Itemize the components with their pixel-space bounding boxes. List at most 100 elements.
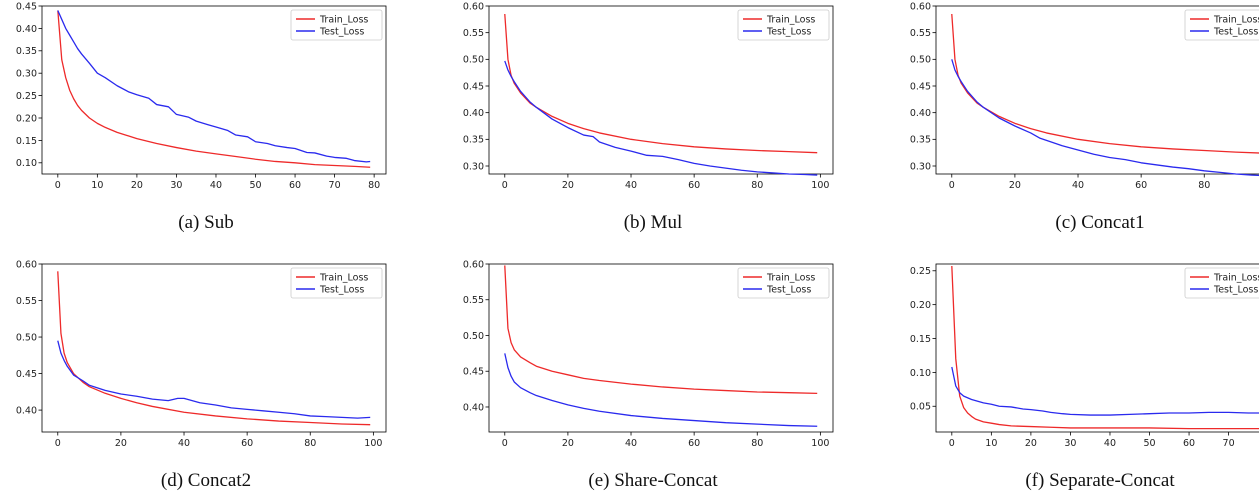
series-line-train-loss-e (504, 265, 818, 395)
chart-c: 0204060801000.300.350.400.450.500.550.60… (910, 1, 1259, 191)
y-tick-label-a: 0.45 (16, 1, 37, 12)
x-tick-label-b: 100 (811, 180, 829, 191)
y-tick-label-b: 0.60 (463, 1, 484, 12)
legend-label-test-loss-d: Test_Loss (319, 284, 364, 295)
legend-d (290, 267, 383, 299)
x-tick-label-e: 40 (625, 438, 637, 449)
subplot-b: 0 20 40 60 80 100 0.30 0.35 0.40 0.45 0.50 0.55 0.60… (453, 0, 853, 240)
subplot-d: 0 20 40 60 80 100 0.40 0.45 0.50 0.55 0.60 Train_Lo… (6, 258, 406, 498)
x-tick-label-a: 60 (289, 180, 301, 191)
x-tick-label-e: 20 (562, 438, 574, 449)
x-tick-label-c: 40 (1072, 180, 1084, 191)
subplot-c: 0204060801000.300.350.400.450.500.550.60… (900, 0, 1259, 240)
x-tick-label-f: 20 (1025, 438, 1037, 449)
subplot-f: 010203040506070800.050.100.150.200.25Tra… (900, 258, 1259, 498)
y-tick-label-b: 0.50 (463, 55, 484, 66)
x-tick-label-b: 60 (688, 180, 700, 191)
legend-label-test-loss-c: Test_Loss (1213, 26, 1258, 37)
series-line-train-loss-a (57, 10, 371, 168)
x-tick-label-d: 80 (304, 438, 316, 449)
y-tick-label-c: 0.60 (910, 1, 931, 12)
legend-label-test-loss-b: Test_Loss (766, 26, 811, 37)
caption-c: (c) Concat1 (1055, 212, 1145, 233)
legend-label-train-loss-a: Train_Loss (319, 14, 368, 25)
x-tick-label-f: 70 (1223, 438, 1235, 449)
y-tick-label-a: 0.40 (16, 24, 37, 35)
y-tick-label-e: 0.55 (463, 295, 484, 306)
y-tick-label-b: 0.35 (463, 135, 484, 146)
legend-label-test-loss-f: Test_Loss (1213, 284, 1258, 295)
series-line-test-loss-c (951, 59, 1259, 177)
legend-label-train-loss-e: Train_Loss (766, 272, 815, 283)
x-tick-label-c: 60 (1135, 180, 1147, 191)
legend-label-train-loss-f: Train_Loss (1213, 272, 1259, 283)
y-tick-label-c: 0.50 (910, 55, 931, 66)
x-tick-label-a: 30 (170, 180, 182, 191)
x-tick-label-f: 30 (1064, 438, 1076, 449)
legend-label-test-loss-a: Test_Loss (319, 26, 364, 37)
y-tick-label-f: 0.20 (910, 300, 931, 311)
x-tick-label-a: 50 (249, 180, 261, 191)
y-tick-label-c: 0.45 (910, 81, 931, 92)
x-tick-label-d: 20 (115, 438, 127, 449)
x-tick-label-c: 80 (1198, 180, 1210, 191)
y-tick-label-b: 0.55 (463, 28, 484, 39)
legend-label-train-loss-d: Train_Loss (319, 272, 368, 283)
y-tick-label-c: 0.40 (910, 108, 931, 119)
x-tick-label-e: 0 (502, 438, 508, 449)
series-line-train-loss-f (951, 266, 1259, 430)
series-line-test-loss-f (951, 366, 1259, 416)
y-tick-label-a: 0.20 (16, 113, 37, 124)
legend-a (290, 9, 383, 41)
x-tick-label-e: 60 (688, 438, 700, 449)
x-tick-label-a: 40 (210, 180, 222, 191)
x-tick-label-f: 50 (1143, 438, 1155, 449)
x-tick-label-c: 0 (949, 180, 955, 191)
chart-d: 0 20 40 60 80 100 0.40 0.45 0.50 0.55 0.60 Train_Lo… (16, 259, 387, 449)
y-tick-label-d: 0.40 (16, 405, 37, 416)
y-tick-label-f: 0.25 (910, 266, 931, 277)
series-line-train-loss-d (57, 271, 371, 426)
plot-frame-c (935, 5, 1259, 175)
legend-f (1184, 267, 1259, 299)
y-tick-label-c: 0.35 (910, 135, 931, 146)
legend-e (737, 267, 830, 299)
chart-b: 0 20 40 60 80 100 0.30 0.35 0.40 0.45 0.50 0.55 0.60… (463, 1, 834, 191)
subplot-a: 0 10 20 30 40 50 60 70 80 0.10 0.15 0.20 0.25 0.30 0.3… (6, 0, 406, 240)
caption-b: (b) Mul (623, 212, 683, 233)
series-line-test-loss-a (57, 10, 371, 163)
x-tick-label-d: 100 (364, 438, 382, 449)
chart-a: 0 10 20 30 40 50 60 70 80 0.10 0.15 0.20 0.25 0.30 0.3… (16, 1, 387, 191)
plot-frame-e (488, 263, 834, 433)
x-tick-label-d: 0 (55, 438, 61, 449)
x-tick-label-a: 0 (55, 180, 61, 191)
y-tick-label-f: 0.05 (910, 402, 931, 413)
y-tick-label-e: 0.45 (463, 367, 484, 378)
caption-e: (e) Share-Concat (588, 470, 718, 491)
legend-c (1184, 9, 1259, 41)
x-tick-label-a: 10 (91, 180, 103, 191)
legend-label-train-loss-c: Train_Loss (1213, 14, 1259, 25)
y-tick-label-c: 0.55 (910, 28, 931, 39)
plot-frame-b (488, 5, 834, 175)
y-tick-label-a: 0.15 (16, 136, 37, 147)
y-tick-label-b: 0.45 (463, 81, 484, 92)
y-tick-label-a: 0.10 (16, 158, 37, 169)
x-tick-label-f: 40 (1104, 438, 1116, 449)
caption-f: (f) Separate-Concat (1025, 470, 1175, 491)
x-tick-label-e: 80 (751, 438, 763, 449)
series-line-test-loss-e (504, 353, 818, 427)
x-tick-label-d: 60 (241, 438, 253, 449)
y-tick-label-a: 0.35 (16, 46, 37, 57)
y-tick-label-f: 0.10 (910, 368, 931, 379)
x-tick-label-b: 0 (502, 180, 508, 191)
x-tick-label-a: 70 (329, 180, 341, 191)
plot-frame-d (41, 263, 387, 433)
caption-a: (a) Sub (178, 212, 234, 233)
x-tick-label-f: 60 (1183, 438, 1195, 449)
chart-f: 010203040506070800.050.100.150.200.25Tra… (910, 263, 1259, 449)
y-tick-label-d: 0.55 (16, 296, 37, 307)
y-tick-label-d: 0.45 (16, 369, 37, 380)
y-tick-label-a: 0.25 (16, 91, 37, 102)
